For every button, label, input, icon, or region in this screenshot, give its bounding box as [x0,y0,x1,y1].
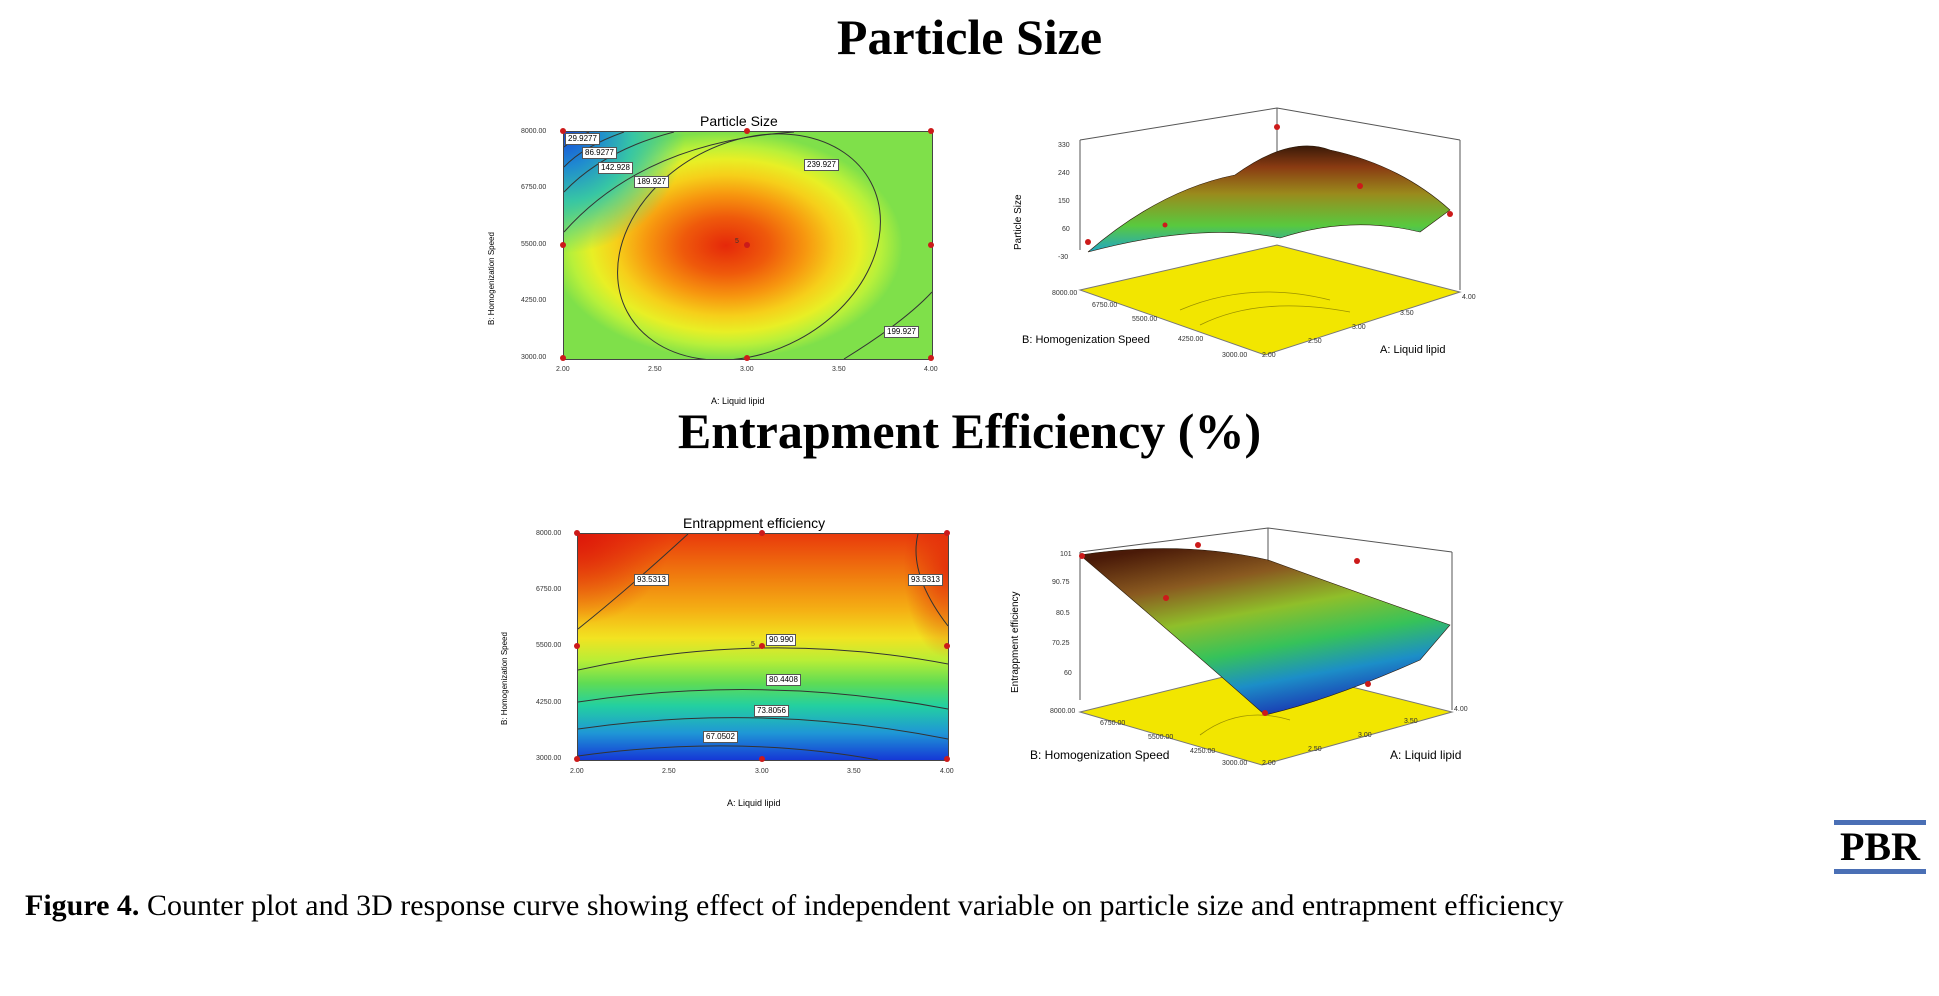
contour-label: 29.9277 [565,133,600,145]
figure-caption: Figure 4. Counter plot and 3D response c… [25,884,1925,928]
y-axis-label: B: Homogenization Speed [1030,748,1170,762]
y-axis-label: B: Homogenization Speed [1022,334,1150,346]
y-tick: 6750.00 [521,184,547,191]
y-tick: 5500.00 [1148,734,1174,741]
design-point [1162,222,1168,228]
design-point [1085,239,1091,245]
x-tick: 3.00 [1352,324,1366,331]
contour-label: 239.927 [804,159,839,171]
y-tick: 3000.00 [1222,760,1248,767]
contour-label: 90.990 [766,634,797,646]
caption-label: Figure 4. [25,889,140,922]
x-tick: 2.00 [570,768,584,775]
x-tick: 4.00 [1454,706,1468,713]
z-tick: 240 [1058,170,1070,177]
x-tick: 2.50 [662,768,676,775]
y-tick: 3000.00 [536,755,562,762]
response-surface [1087,145,1451,253]
surface-floor [1078,244,1462,356]
z-tick: 80.5 [1056,610,1070,617]
y-tick: 8000.00 [1052,290,1078,297]
design-point [1274,124,1280,130]
contour-label: 67.0502 [703,731,738,743]
x-tick: 3.50 [1404,718,1418,725]
x-tick: 2.50 [648,366,662,373]
x-tick: 2.00 [556,366,570,373]
center-point-count: 5 [735,238,739,245]
design-point [1447,211,1453,217]
y-tick: 4250.00 [536,699,562,706]
x-tick: 4.00 [940,768,954,775]
x-axis-label: A: Liquid lipid [1380,344,1446,356]
y-tick: 3000.00 [521,354,547,361]
contour-label: 80.4408 [766,674,801,686]
x-tick: 4.00 [1462,294,1476,301]
design-point [1262,710,1268,716]
contour-title: Particle Size [700,113,778,129]
caption-text: Counter plot and 3D response curve showi… [146,889,1564,922]
contour-label: 86.9277 [582,147,617,159]
z-tick: -30 [1058,254,1069,261]
y-tick: 8000.00 [521,128,547,135]
contour-label: 189.927 [634,176,669,188]
x-axis-label: A: Liquid lipid [711,396,765,406]
y-tick: 4250.00 [1178,336,1204,343]
design-point [1079,553,1085,559]
z-tick: 101 [1060,551,1072,558]
y-tick: 8000.00 [536,530,562,537]
center-point-count: 5 [751,641,755,648]
x-tick: 2.50 [1308,746,1322,753]
x-tick: 3.50 [832,366,846,373]
y-tick: 5500.00 [536,642,562,649]
z-tick: 90.75 [1052,579,1070,586]
x-tick: 3.00 [740,366,754,373]
design-point [1163,595,1169,601]
y-tick: 6750.00 [536,586,562,593]
design-point [1365,681,1371,687]
journal-logo: PBR [1834,820,1926,874]
response-surface [1079,548,1451,716]
y-tick: 6750.00 [1100,720,1126,727]
contour-label: 93.5313 [908,574,943,586]
x-tick: 3.50 [1400,310,1414,317]
x-axis-label: A: Liquid lipid [727,798,781,808]
y-tick: 4250.00 [1190,748,1216,755]
design-point [1354,558,1360,564]
contour-label: 142.928 [598,162,633,174]
x-tick: 3.50 [847,768,861,775]
x-tick: 4.00 [924,366,938,373]
y-tick: 5500.00 [521,241,547,248]
y-tick: 3000.00 [1222,352,1248,359]
y-tick: 8000.00 [1050,708,1076,715]
z-tick: 150 [1058,198,1070,205]
contour-label: 73.8056 [754,705,789,717]
x-tick: 2.00 [1262,760,1276,767]
section-title-particle-size: Particle Size [836,9,1103,65]
x-axis-label: A: Liquid lipid [1390,748,1462,762]
contour-title: Entrappment efficiency [683,515,826,531]
y-tick: 5500.00 [1132,316,1158,323]
z-axis-label: Entrappment efficiency [1010,591,1021,693]
x-tick: 3.00 [755,768,769,775]
section-title-entrapment-efficiency: Entrapment Efficiency (%) [677,403,1262,459]
x-tick: 2.00 [1262,352,1276,359]
z-tick: 330 [1058,142,1070,149]
y-tick: 6750.00 [1092,302,1118,309]
design-point [1195,542,1201,548]
x-tick: 2.50 [1308,338,1322,345]
z-tick: 60 [1062,226,1070,233]
z-tick: 70.25 [1052,640,1070,647]
x-tick: 3.00 [1358,732,1372,739]
contour-label: 93.5313 [634,574,669,586]
contour-label: 199.927 [884,326,919,338]
y-tick: 4250.00 [521,297,547,304]
z-tick: 60 [1064,670,1072,677]
design-point [1357,183,1363,189]
